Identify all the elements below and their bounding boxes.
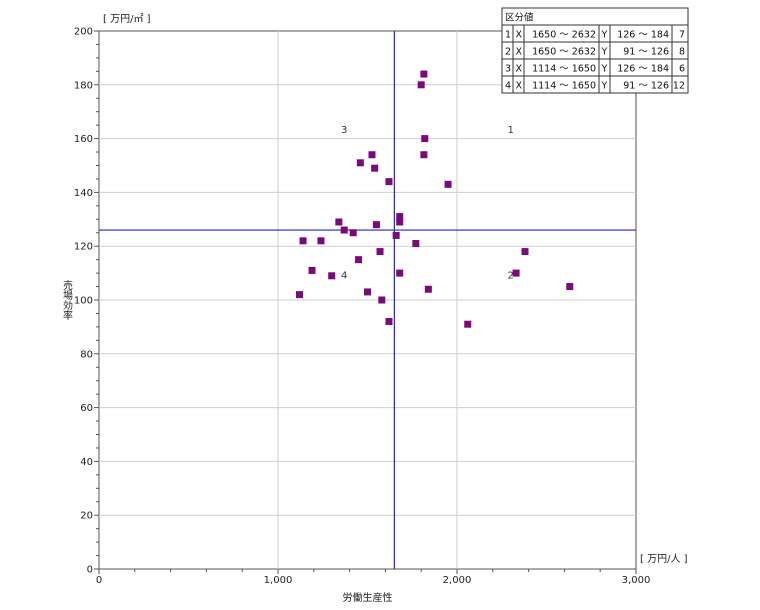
legend-x-range: 1114 〜 1650 — [532, 64, 596, 75]
legend-x-range: 1650 〜 2632 — [532, 30, 596, 41]
quadrant-labels: 1 2 3 4 — [341, 125, 514, 281]
y-tick-label: 20 — [80, 511, 93, 522]
y-axis-title: 売場効率 — [61, 279, 73, 321]
legend-x-range: 1650 〜 2632 — [532, 47, 596, 58]
data-point — [420, 70, 428, 78]
x-axis-tick-labels: 0 1,000 2,000 3,000 — [96, 575, 651, 586]
y-tick-label: 100 — [74, 296, 93, 307]
x-axis-unit: [ 万円/人 ] — [640, 553, 688, 565]
legend-row-number: 1 — [505, 30, 511, 41]
data-point — [295, 291, 303, 299]
x-tick-label: 0 — [96, 575, 102, 586]
data-point — [421, 135, 429, 143]
legend-background — [501, 7, 689, 94]
y-tick-label: 200 — [74, 27, 93, 38]
y-tick-label: 40 — [80, 457, 93, 468]
legend-count: 6 — [679, 64, 685, 75]
y-tick-label: 60 — [80, 403, 93, 414]
x-tick-label: 1,000 — [264, 575, 293, 586]
legend-count: 8 — [679, 47, 685, 58]
legend-x-label: X — [516, 47, 523, 58]
legend-y-label: Y — [601, 64, 608, 75]
data-point — [521, 248, 529, 256]
legend-x-label: X — [516, 30, 523, 41]
y-tick-label: 180 — [74, 80, 93, 91]
quadrant-dividers — [99, 31, 636, 569]
quadrant-label: 2 — [508, 270, 514, 281]
data-point — [512, 269, 520, 277]
data-point — [424, 285, 432, 293]
data-point — [378, 296, 386, 304]
legend-y-range: 126 〜 184 — [617, 64, 669, 75]
y-tick-label: 80 — [80, 349, 93, 360]
data-point — [392, 231, 400, 239]
data-point — [385, 178, 393, 186]
y-tick-label: 0 — [87, 565, 93, 576]
data-point — [464, 320, 472, 328]
data-point — [372, 221, 380, 229]
data-point — [385, 318, 393, 326]
data-point — [328, 272, 336, 280]
quadrant-label: 3 — [341, 125, 347, 136]
data-point — [420, 151, 428, 159]
data-point — [364, 288, 371, 296]
data-point — [396, 213, 404, 221]
data-point — [349, 229, 357, 237]
legend-row-number: 4 — [505, 81, 511, 92]
legend-row-number: 2 — [505, 47, 511, 58]
data-point — [355, 256, 363, 264]
x-axis-title: 労働生産性 — [343, 591, 393, 604]
gridlines — [99, 31, 636, 569]
quadrant-label: 4 — [341, 270, 347, 281]
x-tick-label: 2,000 — [443, 575, 472, 586]
legend-count: 7 — [679, 30, 685, 41]
data-point — [396, 269, 404, 277]
data-point — [340, 226, 348, 234]
data-point — [371, 164, 379, 172]
legend-x-label: X — [516, 81, 523, 92]
y-axis-tick-labels: 0 20 40 60 80 100 120 140 160 180 200 — [74, 27, 93, 576]
data-point — [335, 218, 343, 226]
data-point — [317, 237, 325, 245]
legend-y-label: Y — [601, 81, 608, 92]
legend-row-number: 3 — [505, 64, 511, 75]
y-tick-label: 140 — [74, 188, 93, 199]
legend-y-range: 91 〜 126 — [623, 47, 669, 58]
minor-ticks — [94, 30, 637, 574]
legend-x-label: X — [516, 64, 523, 75]
legend-table: 区分値 1 X 1650 〜 2632 Y 126 〜 184 72 X 1650 〜 263… — [501, 7, 689, 94]
y-tick-label: 160 — [74, 134, 93, 145]
legend-rows: 1 X 1650 〜 2632 Y 126 〜 184 72 X 1650 〜 2632 Y 91… — [502, 24, 688, 93]
quadrant-label: 1 — [508, 125, 514, 136]
data-point — [356, 159, 364, 167]
x-tick-label: 3,000 — [622, 575, 651, 586]
y-tick-label: 120 — [74, 242, 93, 253]
data-point — [299, 237, 307, 245]
legend-y-range: 126 〜 184 — [617, 30, 669, 41]
data-point — [566, 283, 574, 291]
data-point — [368, 151, 376, 159]
legend-count: 12 — [673, 81, 685, 92]
y-axis-unit: [ 万円/㎡ ] — [103, 13, 151, 25]
data-point — [376, 248, 384, 256]
legend-title: 区分値 — [505, 12, 534, 24]
data-points — [295, 70, 574, 328]
data-point — [412, 240, 420, 248]
data-point — [396, 218, 404, 226]
legend-y-label: Y — [601, 47, 608, 58]
data-point — [308, 266, 316, 274]
data-point — [444, 180, 452, 188]
legend-x-range: 1114 〜 1650 — [532, 81, 596, 92]
data-point — [417, 81, 425, 89]
legend-y-range: 91 〜 126 — [623, 81, 669, 92]
legend-y-label: Y — [601, 30, 608, 41]
